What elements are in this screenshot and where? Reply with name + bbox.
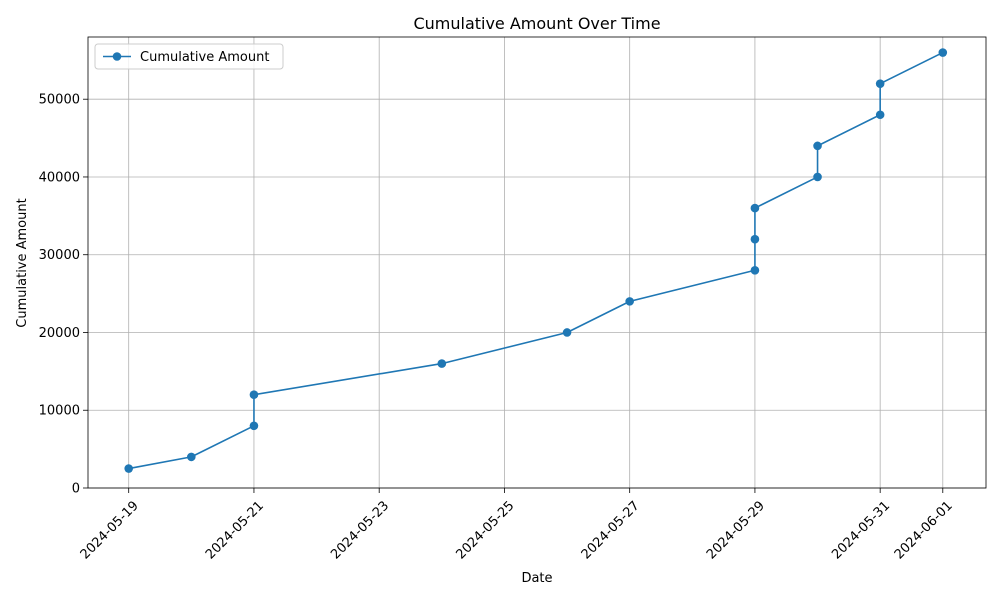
data-point xyxy=(875,79,885,88)
data-point xyxy=(249,390,259,399)
data-point xyxy=(813,172,822,182)
y-tick-label: 10000 xyxy=(39,404,80,419)
x-axis-label: Date xyxy=(521,571,552,586)
series-layer xyxy=(124,48,948,473)
axes-layer: 2024-05-19 2024-05-21 2024-05-23 2024-05-25… xyxy=(39,36,987,562)
y-tick-label: 30000 xyxy=(39,248,80,263)
x-tick-label: 2024-05-23 xyxy=(328,498,392,562)
x-tick-label: 2024-05-31 xyxy=(829,498,893,562)
data-point xyxy=(124,464,134,473)
data-point xyxy=(938,48,948,57)
series-line xyxy=(128,51,944,470)
x-tick-label: 2024-05-19 xyxy=(78,498,142,562)
data-point xyxy=(187,452,196,462)
legend-marker xyxy=(112,52,122,61)
legend: Cumulative Amount xyxy=(94,43,284,70)
data-point xyxy=(437,359,447,368)
x-tick-label: 2024-05-21 xyxy=(203,498,267,562)
plot-frame xyxy=(87,36,987,489)
data-point xyxy=(249,421,259,431)
y-tick-label: 0 xyxy=(72,482,80,497)
data-point xyxy=(875,110,885,120)
legend-box xyxy=(94,43,284,70)
data-point xyxy=(813,141,822,151)
data-point xyxy=(750,234,760,244)
data-point xyxy=(750,203,760,213)
y-tick-label: 20000 xyxy=(39,326,80,341)
y-tick-label: 40000 xyxy=(39,170,80,185)
chart-title: Cumulative Amount Over Time xyxy=(413,14,660,33)
legend-label: Cumulative Amount xyxy=(140,50,269,65)
y-tick-label: 50000 xyxy=(39,93,80,108)
x-tick-label: 2024-05-27 xyxy=(579,498,643,562)
x-tick-label: 2024-05-25 xyxy=(453,498,517,562)
data-point xyxy=(750,265,760,275)
data-point xyxy=(625,297,634,306)
grid-layer xyxy=(88,37,986,489)
x-tick-label: 2024-05-29 xyxy=(704,498,768,562)
data-point xyxy=(562,328,572,337)
x-tick-label: 2024-06-01 xyxy=(892,498,956,562)
y-axis-label: Cumulative Amount xyxy=(15,198,30,327)
